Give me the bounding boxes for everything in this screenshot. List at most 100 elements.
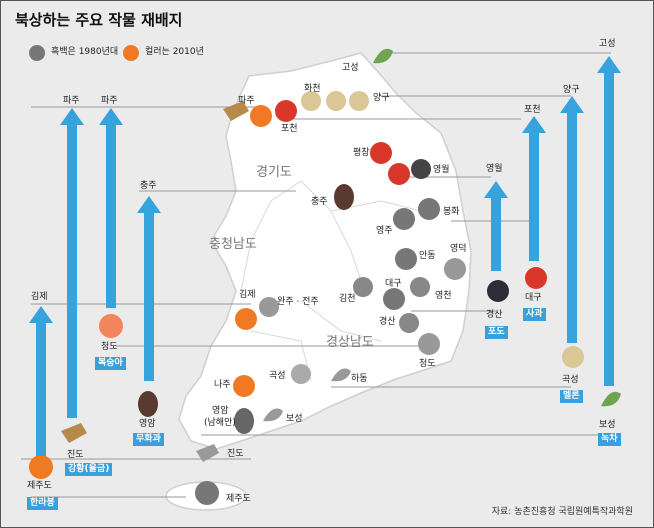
place-label: 경산 [379, 317, 396, 327]
origin-label: 경산 [486, 310, 503, 320]
legend-color-icon [123, 45, 139, 61]
dest-label: 김제 [31, 292, 48, 302]
place-label: 진도 [227, 449, 244, 459]
orange-bw-icon [195, 481, 219, 505]
crop-badge: 무화과 [133, 433, 164, 446]
melon-bw-icon [291, 364, 311, 384]
place-label: 파주 [238, 96, 255, 106]
place-label: 김제 [239, 290, 256, 300]
place-label: 양구 [373, 93, 390, 103]
place-label: 충주 [311, 197, 328, 207]
crop-badge: 강황(울금) [65, 463, 113, 476]
legend-bw-label: 흑백은 1980년대 [51, 47, 119, 57]
place-label: 영덕 [450, 244, 467, 254]
apple-icon [388, 163, 410, 185]
dest-label: 양구 [563, 85, 580, 95]
tea-leaf-icon [373, 48, 393, 64]
apple-bw-icon [395, 248, 417, 270]
origin-label: 곡성 [562, 375, 579, 385]
orange-icon [29, 455, 53, 479]
place-label: 보성 [286, 414, 303, 424]
fig-icon [234, 408, 254, 434]
melon-icon [562, 346, 584, 368]
crop-badge: 포도 [485, 326, 508, 339]
place-label: 김천 [339, 294, 356, 304]
orange-icon [250, 105, 272, 127]
crop-badge: 사과 [523, 308, 546, 321]
orange-bw-icon [259, 297, 279, 317]
apple-bw-icon [393, 208, 415, 230]
apple-icon [275, 100, 297, 122]
place-label: 영암 [212, 406, 229, 416]
source-note: 자료: 농촌진흥청 국립원예특작과학원 [491, 507, 633, 517]
place-label: 대구 [385, 279, 402, 289]
origin-label: 청도 [101, 342, 118, 352]
korea-map [178, 52, 472, 450]
tea-bw-icon [331, 368, 351, 382]
melon-icon [301, 91, 321, 111]
origin-label: 제주도 [27, 481, 52, 491]
orange-icon [233, 375, 255, 397]
place-label: 영천 [435, 291, 452, 301]
dest-label: 고성 [599, 39, 616, 49]
origin-label: 보성 [599, 420, 616, 430]
grape-icon [353, 277, 373, 297]
place-label: (남해안) [204, 418, 236, 428]
place-label: 제주도 [226, 494, 251, 504]
dest-label: 충주 [140, 181, 157, 191]
fig-icon [334, 184, 354, 210]
turmeric-icon [61, 423, 87, 443]
apple-bw-icon [383, 288, 405, 310]
fig-icon [138, 391, 158, 417]
crop-badge: 한라봉 [27, 497, 58, 510]
place-label: 하동 [351, 374, 368, 384]
place-label: 안동 [419, 251, 436, 261]
grape-icon [410, 277, 430, 297]
tea-leaf-icon [601, 391, 621, 407]
origin-label: 진도 [67, 450, 84, 460]
grape-icon [487, 280, 509, 302]
orange-icon [235, 308, 257, 330]
crop-illustrations [29, 48, 621, 505]
dest-label: 파주 [101, 96, 118, 106]
turmeric-bw-icon [196, 444, 219, 462]
place-label: 고성 [342, 63, 359, 73]
place-label: 영주 [376, 226, 393, 236]
apple-icon [370, 142, 392, 164]
place-label: 나주 [214, 380, 231, 390]
page-title: 북상하는 주요 작물 재배지 [15, 11, 183, 29]
grape-icon [399, 313, 419, 333]
place-label: 봉화 [443, 207, 460, 217]
place-label: 완주 · 전주 [277, 297, 319, 307]
place-label: 영월 [433, 165, 450, 175]
turmeric-icon [223, 101, 249, 121]
peach-icon [99, 314, 123, 338]
apple-bw-icon [418, 198, 440, 220]
melon-icon [326, 91, 346, 111]
apple-bw-icon [444, 258, 466, 280]
origin-label: 영암 [139, 419, 156, 429]
crop-badge: 복숭아 [95, 357, 126, 370]
crop-badge: 멜론 [560, 390, 583, 403]
place-label: 곡성 [269, 371, 286, 381]
dest-label: 영월 [486, 164, 503, 174]
origin-label: 대구 [525, 293, 542, 303]
legend-bw-icon [29, 45, 45, 61]
province-label: 경기도 [256, 165, 292, 180]
apple-icon [525, 267, 547, 289]
dest-label: 파주 [63, 96, 80, 106]
tea-bw-icon [263, 408, 283, 422]
place-label: 청도 [419, 359, 436, 369]
crop-badge: 녹차 [598, 433, 621, 446]
place-label: 평창 [353, 148, 370, 158]
dest-label: 포천 [524, 105, 541, 115]
legend-color-label: 컬러는 2010년 [145, 47, 204, 57]
place-label: 포천 [281, 124, 298, 134]
province-label: 경상남도 [326, 335, 374, 350]
melon-icon [349, 91, 369, 111]
grape-icon [411, 159, 431, 179]
province-label: 충청남도 [209, 237, 257, 252]
